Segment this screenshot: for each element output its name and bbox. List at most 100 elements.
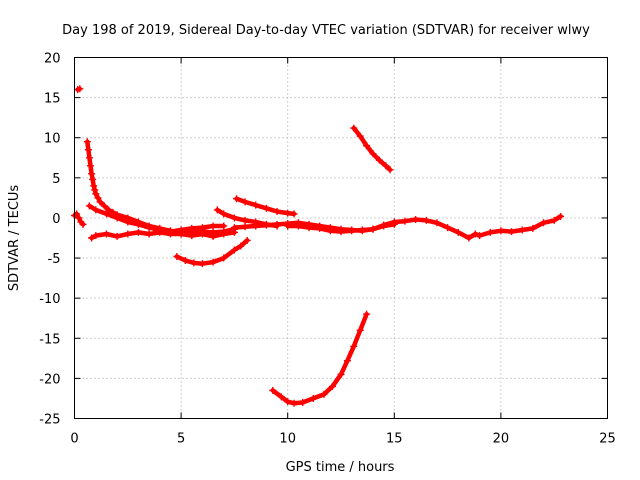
data-point [75,214,83,222]
data-point [230,214,238,222]
data-point [262,221,270,229]
data-point [284,398,292,406]
data-point [124,218,132,226]
data-point [476,232,484,240]
data-point [102,210,110,218]
data-point [86,162,94,170]
data-point [363,142,371,150]
data-point [124,230,132,238]
data-point [356,132,364,140]
data-point [290,399,298,407]
y-tick-label: -25 [39,413,60,428]
data-point [382,162,390,170]
data-point [241,216,249,224]
x-tick-label: 0 [70,432,78,447]
data-point [198,230,206,238]
data-point [486,228,494,236]
data-point [241,198,249,206]
data-point [262,204,270,212]
data-point [190,259,198,267]
data-point [363,310,371,318]
series-high-arc [350,124,394,174]
data-point [181,256,189,264]
data-point [88,234,96,242]
data-point [380,222,388,230]
data-point [92,206,100,214]
data-point [540,219,548,227]
data-point [328,382,336,390]
x-axis-label: GPS time / hours [286,460,395,475]
x-tick-label: 5 [177,432,185,447]
data-point [177,226,185,234]
data-point [369,150,377,158]
data-point [209,232,217,240]
data-point [100,202,108,210]
data-point [284,209,292,217]
data-point [390,220,398,228]
series-lower-baseline [284,220,398,236]
data-point [173,252,181,260]
data-point [337,228,345,236]
data-point [529,224,537,232]
data-point [85,154,93,162]
data-point [220,210,228,218]
data-series [71,85,565,407]
data-point [76,85,84,93]
series-trace [351,125,393,173]
ticks: 0 5 10 15 20 25 -25 -20 -15 -10 -5 0 5 10 15 20 [39,52,616,447]
data-point [454,228,462,236]
data-point [343,357,351,365]
data-point [386,166,394,174]
data-point [198,224,206,232]
grid [74,57,608,419]
plot-frame [74,57,608,419]
data-point [433,219,441,227]
data-point [188,224,196,232]
data-point [294,222,302,230]
data-point [90,182,98,190]
data-point [230,246,238,254]
y-tick-label: 5 [52,172,60,187]
data-point [465,234,473,242]
y-tick-label: -15 [39,332,60,347]
data-point [326,227,334,235]
data-point [273,220,281,228]
data-point [209,258,217,266]
data-point [320,390,328,398]
data-point [241,223,249,231]
data-point [220,230,228,238]
data-point [273,208,281,216]
series-decay-spike [83,138,238,236]
data-point [309,394,317,402]
data-point [305,224,313,232]
data-point [113,214,121,222]
data-point [375,156,383,164]
data-point [348,227,356,235]
series-isolated-high [74,85,84,94]
data-point [134,220,142,228]
x-tick-label: 25 [599,432,616,447]
data-point [269,386,277,394]
data-point [145,230,153,238]
data-point [89,175,97,183]
data-point [252,222,260,230]
y-axis-label: SDTVAR / TECUs [7,185,22,292]
data-point [316,224,324,232]
data-point [518,226,526,234]
data-point [91,186,99,194]
data-point [356,326,364,334]
y-tick-label: -5 [48,252,61,267]
data-point [444,224,452,232]
y-tick-label: 10 [44,132,61,147]
data-point [358,226,366,234]
data-point [79,220,87,228]
data-point [145,224,153,232]
data-point [220,222,228,230]
data-point [96,198,104,206]
data-point [369,225,377,233]
series-trace [85,139,237,235]
data-point [83,138,91,146]
data-point [92,232,100,240]
data-point [284,222,292,230]
